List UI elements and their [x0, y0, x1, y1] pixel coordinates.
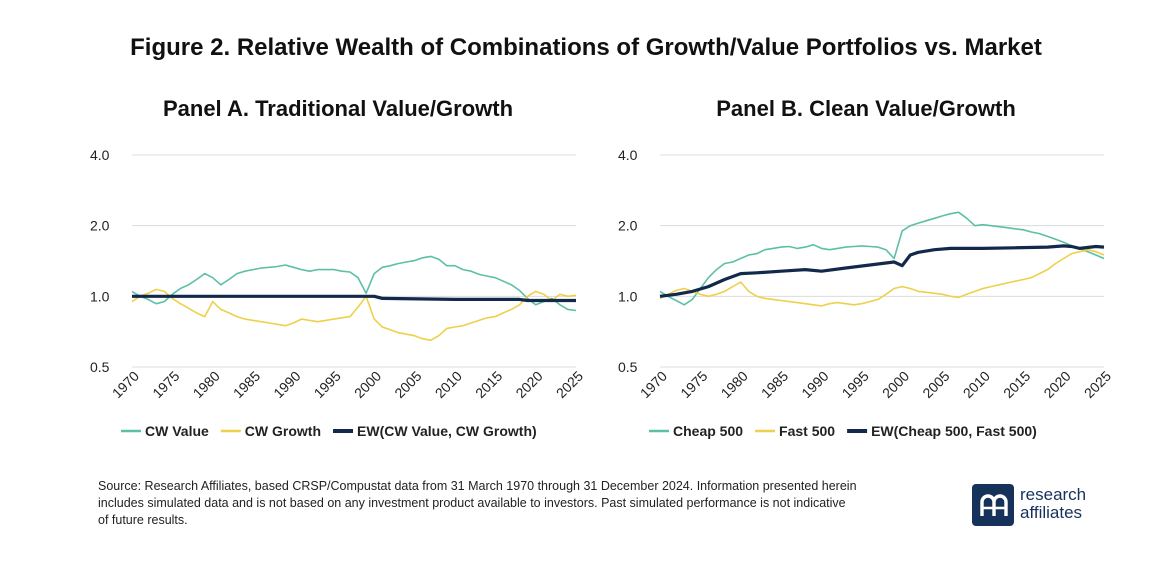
panel-a-title: Panel A. Traditional Value/Growth [162, 96, 514, 121]
x-tick-label: 1990 [798, 368, 831, 401]
y-tick-label: 4.0 [618, 147, 638, 163]
legend-label: EW(CW Value, CW Growth) [357, 423, 537, 439]
legend-label: CW Growth [245, 423, 321, 439]
series-line-1 [659, 248, 1105, 307]
research-affiliates-logo: research affiliates [972, 484, 1112, 528]
x-tick-label: 2005 [391, 368, 424, 401]
x-tick-label: 1970 [637, 368, 670, 401]
series-line-0 [131, 255, 577, 312]
y-tick-label: 1.0 [90, 288, 110, 304]
x-tick-label: 1980 [718, 368, 751, 401]
panel-b-title: Panel B. Clean Value/Growth [716, 96, 1016, 121]
y-tick-label: 0.5 [618, 359, 638, 375]
y-tick-label: 2.0 [618, 218, 638, 234]
y-tick-label: 0.5 [90, 359, 110, 375]
logo-mark-icon [972, 484, 1014, 526]
panel-a-chart: 0.5 1.0 2.0 4.0 1970 1975 1980 1985 1990 1995 2000… [90, 147, 586, 439]
series-line-2 [659, 244, 1105, 298]
logo-wordmark: research affiliates [1020, 486, 1086, 522]
x-tick-label: 1980 [190, 368, 223, 401]
x-tick-label: 2020 [1040, 368, 1073, 401]
x-tick-label: 1990 [270, 368, 303, 401]
legend-label: CW Value [145, 423, 209, 439]
figure-title: Figure 2. Relative Wealth of Combination… [130, 34, 1042, 61]
y-tick-label: 1.0 [618, 288, 638, 304]
x-tick-label: 1975 [677, 368, 710, 401]
x-tick-label: 2025 [553, 368, 586, 401]
x-tick-label: 2000 [351, 368, 384, 401]
logo-line-1: research [1020, 485, 1087, 504]
x-tick-label: 2020 [512, 368, 545, 401]
x-tick-label: 2025 [1081, 368, 1114, 401]
x-tick-label: 2015 [472, 368, 505, 401]
series-line-0 [659, 211, 1105, 306]
legend-label: EW(Cheap 500, Fast 500) [871, 423, 1037, 439]
x-tick-label: 2010 [432, 368, 465, 401]
y-tick-label: 2.0 [90, 218, 110, 234]
x-tick-label: 1995 [839, 368, 872, 401]
logo-line-2: affiliates [1020, 503, 1083, 522]
panel-b-chart: 0.5 1.0 2.0 4.0 1970 1975 1980 1985 1990 1995 2000… [618, 147, 1114, 439]
x-tick-label: 2010 [960, 368, 993, 401]
x-tick-label: 1975 [149, 368, 182, 401]
legend-label: Cheap 500 [673, 423, 743, 439]
y-tick-label: 4.0 [90, 147, 110, 163]
series-line-1 [131, 288, 577, 342]
x-tick-label: 2005 [919, 368, 952, 401]
source-note: Source: Research Affiliates, based CRSP/… [98, 479, 857, 527]
x-tick-label: 2015 [1000, 368, 1033, 401]
x-tick-label: 1985 [230, 368, 263, 401]
x-tick-label: 1995 [311, 368, 344, 401]
legend-label: Fast 500 [779, 423, 835, 439]
series-line-2 [132, 294, 576, 303]
x-tick-label: 1985 [758, 368, 791, 401]
x-tick-label: 1970 [109, 368, 142, 401]
x-tick-label: 2000 [879, 368, 912, 401]
